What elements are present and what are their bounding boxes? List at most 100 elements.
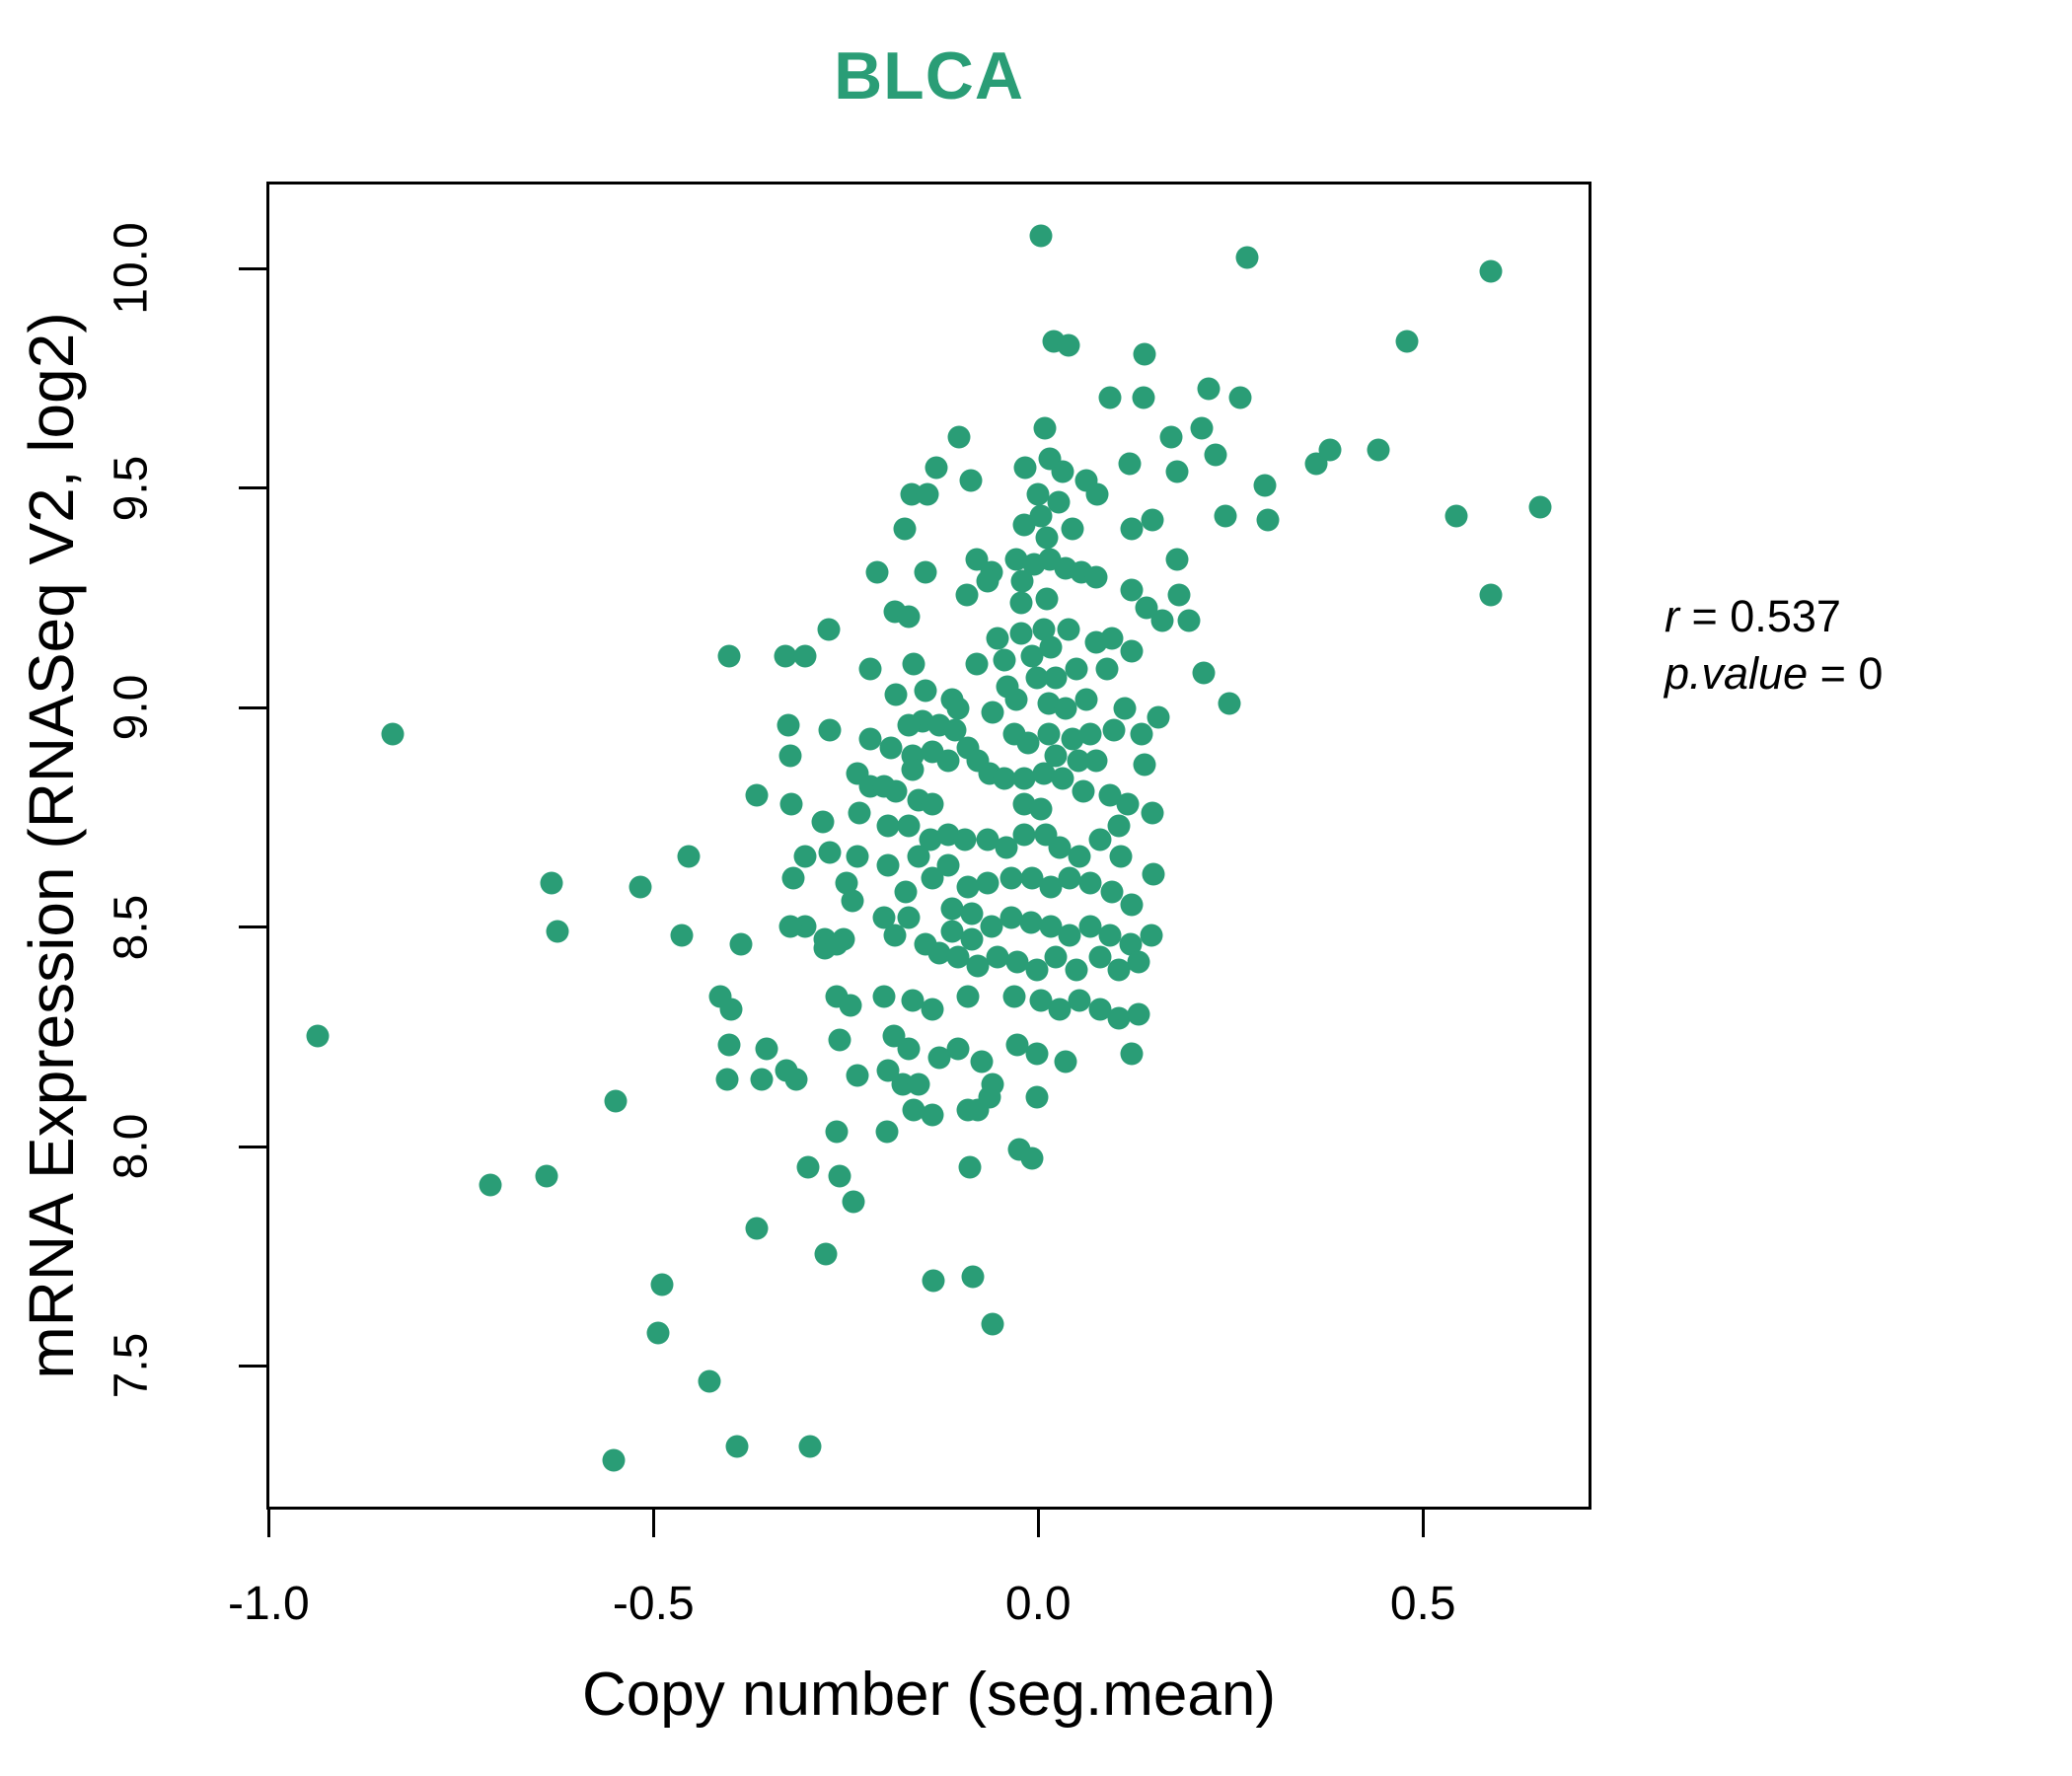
annotation-r-var: r (1665, 591, 1679, 641)
x-tick-label: 0.0 (1004, 1578, 1072, 1630)
x-tick-label: -0.5 (612, 1578, 695, 1630)
data-point (677, 845, 701, 868)
data-point (646, 1321, 670, 1345)
data-point (1214, 504, 1237, 528)
y-tick-label: 10.0 (105, 222, 158, 315)
data-point (940, 897, 964, 921)
annotation-pvalue-var: p.value (1665, 647, 1809, 699)
y-tick-label: 8.5 (105, 894, 158, 960)
data-point (1118, 452, 1142, 476)
data-point (999, 866, 1023, 890)
data-point (1025, 1085, 1049, 1109)
data-point (1065, 958, 1088, 982)
data-point (986, 627, 1009, 650)
data-point (817, 618, 841, 641)
data-point (1035, 587, 1059, 611)
data-point (956, 875, 980, 899)
data-point (1047, 490, 1071, 514)
data-point (1395, 330, 1419, 353)
data-point (1120, 639, 1144, 663)
data-point (818, 718, 842, 742)
data-point (1009, 622, 1033, 645)
data-point (1127, 1002, 1150, 1026)
data-point (1528, 495, 1552, 519)
data-point (629, 875, 652, 899)
y-tick (239, 1364, 266, 1368)
data-point (1033, 416, 1057, 440)
data-point (897, 605, 921, 629)
data-point (901, 989, 925, 1012)
data-point (715, 1068, 739, 1091)
data-point (1141, 801, 1164, 825)
data-point (1067, 749, 1090, 773)
data-point (778, 744, 802, 768)
data-point (1127, 950, 1150, 974)
data-point (921, 1103, 944, 1127)
y-tick-label: 7.5 (105, 1333, 158, 1399)
x-tick (1421, 1510, 1425, 1537)
data-point (1074, 688, 1098, 711)
data-point (1147, 705, 1170, 729)
data-point (927, 1046, 951, 1070)
data-point (1029, 989, 1053, 1012)
annotation-line-pvalue: p.value = 0 (1665, 645, 1883, 703)
data-point (1107, 958, 1131, 982)
data-point (1192, 661, 1216, 685)
data-point (1116, 792, 1140, 816)
data-point (1025, 958, 1049, 982)
data-point (919, 828, 942, 851)
data-point (796, 1155, 820, 1179)
data-point (999, 906, 1023, 929)
x-tick-label: 0.5 (1389, 1578, 1456, 1630)
data-point (1204, 443, 1227, 467)
data-point (1051, 460, 1074, 483)
data-point (976, 828, 999, 851)
data-point (1016, 731, 1040, 755)
data-point (1218, 692, 1241, 715)
data-point (825, 932, 849, 956)
data-point (1013, 456, 1037, 480)
data-point (1084, 565, 1108, 589)
data-point (835, 871, 858, 895)
data-point (1032, 618, 1056, 641)
data-point (1037, 692, 1061, 715)
data-point (883, 924, 907, 947)
data-point (907, 1073, 930, 1096)
data-point (1010, 569, 1034, 593)
data-point (848, 801, 871, 825)
data-point (884, 683, 908, 706)
data-point (1029, 504, 1053, 528)
data-point (981, 1312, 1004, 1336)
data-point (1044, 744, 1068, 768)
data-point (1119, 932, 1143, 956)
data-point (1367, 438, 1390, 462)
data-point (858, 727, 882, 751)
data-point (959, 469, 983, 492)
data-point (897, 906, 921, 929)
data-point (1061, 517, 1084, 541)
data-point (717, 1033, 741, 1057)
data-point (921, 866, 944, 890)
data-point (921, 998, 944, 1021)
data-point (745, 783, 769, 807)
data-point (1020, 866, 1044, 890)
plot-title: BLCA (834, 38, 1024, 113)
data-point (1165, 548, 1189, 571)
data-point (907, 845, 930, 868)
data-point (953, 828, 977, 851)
data-point (602, 1448, 626, 1472)
data-point (970, 1050, 994, 1073)
data-point (814, 1242, 838, 1266)
data-point (1039, 635, 1063, 659)
data-point (872, 906, 896, 929)
data-point (925, 456, 948, 480)
data-point (1100, 627, 1124, 650)
data-point (946, 697, 970, 720)
data-point (774, 644, 797, 668)
data-point (381, 722, 405, 746)
data-point (993, 767, 1016, 790)
data-point (894, 880, 918, 904)
data-point (897, 713, 921, 737)
data-point (1142, 862, 1165, 886)
data-point (1095, 657, 1119, 681)
